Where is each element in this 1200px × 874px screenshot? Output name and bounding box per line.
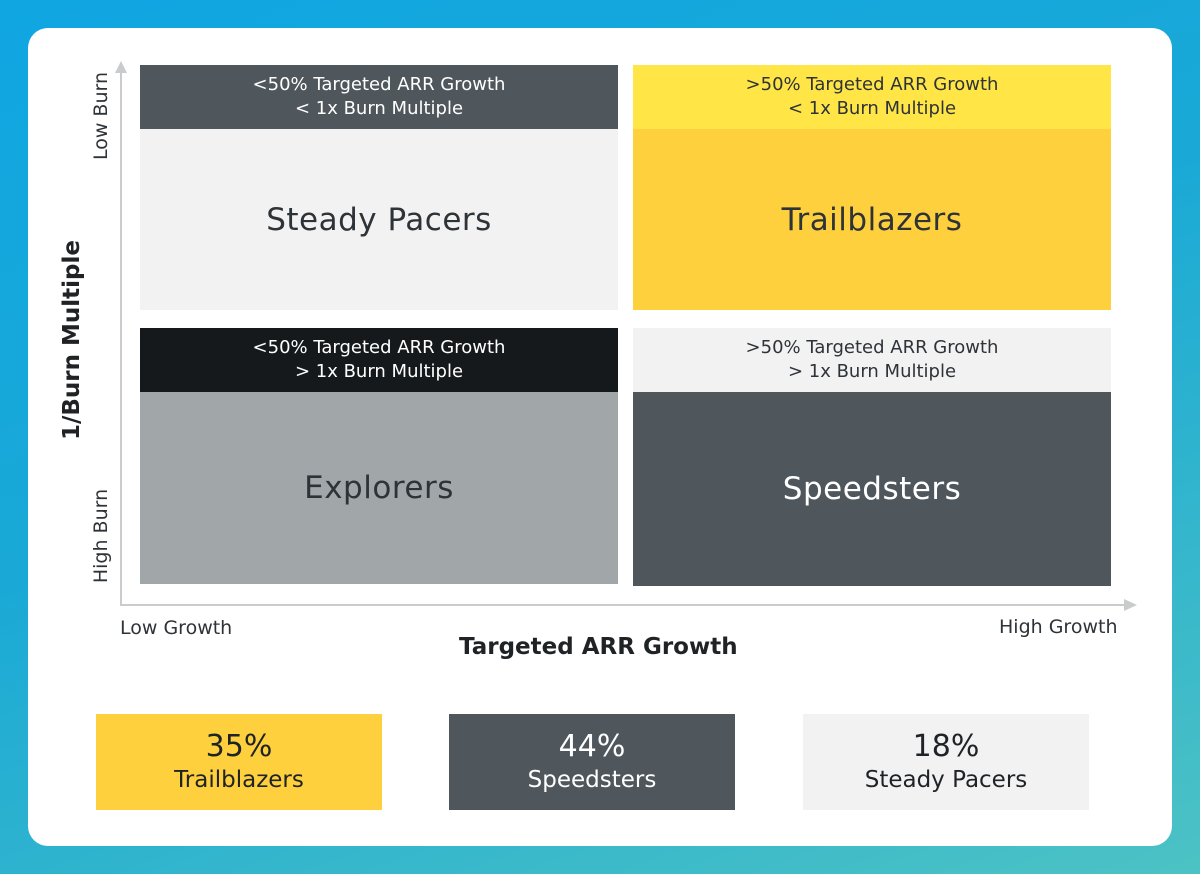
criteria-growth: >50% Targeted ARR Growth [745,337,999,358]
quadrant-explorers-criteria: <50% Targeted ARR Growth > 1x Burn Multi… [140,328,618,392]
stat-box-steady-pacers: 18% Steady Pacers [803,714,1089,810]
stat-label: Speedsters [527,767,657,793]
quadrant-name: Speedsters [782,471,962,507]
quadrant-name: Explorers [304,470,454,506]
x-axis-line [120,604,1126,606]
stat-label: Trailblazers [174,767,304,793]
quadrant-steady-pacers: Steady Pacers [140,129,618,310]
criteria-growth: <50% Targeted ARR Growth [252,337,506,358]
criteria-growth: >50% Targeted ARR Growth [745,74,999,95]
y-axis-line [120,72,122,606]
quadrant-name: Trailblazers [781,201,963,238]
stat-box-speedsters: 44% Speedsters [449,714,735,810]
stat-percent: 44% [558,729,626,764]
quadrant-steady-pacers-criteria: <50% Targeted ARR Growth < 1x Burn Multi… [140,65,618,129]
x-axis-title: Targeted ARR Growth [459,634,738,660]
y-axis-title: 1/Burn Multiple [59,239,85,441]
stat-percent: 18% [912,729,980,764]
x-axis-arrow-icon [1124,599,1137,611]
quadrant-speedsters: Speedsters [633,392,1111,586]
stat-box-trailblazers: 35% Trailblazers [96,714,382,810]
y-axis-high-end-label: Low Burn [90,71,112,161]
quadrant-speedsters-criteria: >50% Targeted ARR Growth > 1x Burn Multi… [633,328,1111,392]
criteria-burn: < 1x Burn Multiple [787,98,957,119]
criteria-burn: > 1x Burn Multiple [787,361,957,382]
y-axis-arrow-icon [115,61,127,73]
quadrant-explorers: Explorers [140,392,618,584]
criteria-burn: > 1x Burn Multiple [294,361,464,382]
quadrant-trailblazers: Trailblazers [633,129,1111,310]
criteria-burn: < 1x Burn Multiple [294,98,464,119]
quadrant-trailblazers-criteria: >50% Targeted ARR Growth < 1x Burn Multi… [633,65,1111,129]
stat-percent: 35% [205,729,273,764]
stat-label: Steady Pacers [864,767,1028,793]
quadrant-name: Steady Pacers [266,201,492,238]
y-axis-low-end-label: High Burn [90,488,112,584]
x-axis-high-end-label: High Growth [999,616,1118,638]
x-axis-low-end-label: Low Growth [120,617,233,639]
criteria-growth: <50% Targeted ARR Growth [252,74,506,95]
